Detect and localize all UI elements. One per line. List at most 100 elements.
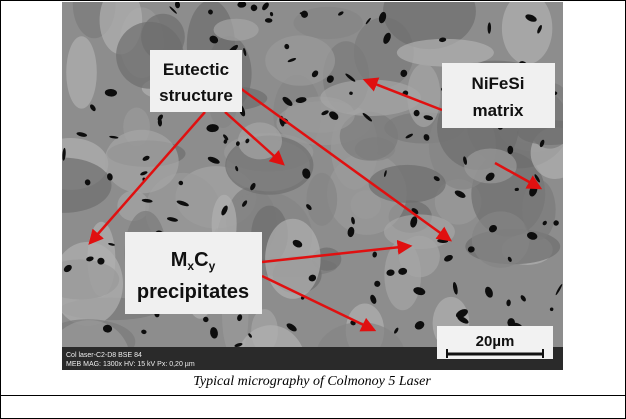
precipitate xyxy=(507,318,515,327)
formula-part: M xyxy=(171,249,188,271)
precipitate xyxy=(142,155,150,161)
arrow xyxy=(362,77,443,112)
precipitate xyxy=(378,11,387,24)
precipitate xyxy=(237,2,247,8)
precipitate xyxy=(242,200,248,207)
grain xyxy=(471,211,530,268)
precipitate xyxy=(362,112,373,122)
precipitate xyxy=(62,147,66,161)
label-text: NiFeSi xyxy=(472,74,525,93)
precipitate xyxy=(329,111,339,120)
precipitate xyxy=(102,324,113,333)
precipitate xyxy=(262,2,269,11)
precipitate xyxy=(394,327,399,334)
precipitate xyxy=(250,182,256,191)
precipitate xyxy=(433,176,440,182)
precipitate xyxy=(284,43,290,50)
precipitate xyxy=(347,226,355,238)
precipitate xyxy=(537,25,542,34)
precipitate xyxy=(507,145,514,155)
precipitate xyxy=(485,172,495,182)
precipitate xyxy=(175,2,181,9)
precipitate xyxy=(282,96,293,106)
grain xyxy=(434,179,482,225)
precipitate xyxy=(467,246,475,253)
precipitate xyxy=(287,57,297,63)
precipitate xyxy=(400,69,408,77)
grain xyxy=(293,6,363,40)
precipitate xyxy=(514,187,519,192)
label-text: Eutectic xyxy=(163,60,229,79)
precipitate xyxy=(250,4,258,12)
precipitate xyxy=(206,124,219,133)
scale-bar-label: 20µm xyxy=(476,333,515,350)
precipitate xyxy=(109,135,119,139)
precipitate xyxy=(413,287,426,296)
label-text: precipitates xyxy=(137,281,249,303)
precipitate xyxy=(208,9,213,15)
precipitate xyxy=(243,48,247,57)
precipitate xyxy=(141,198,153,203)
precipitate xyxy=(452,281,458,295)
formula-sub: y xyxy=(209,259,216,273)
precipitate xyxy=(372,251,377,258)
precipitate xyxy=(286,323,297,332)
precipitate xyxy=(549,307,554,312)
precipitate xyxy=(97,257,105,265)
precipitate xyxy=(311,70,319,78)
precipitate xyxy=(248,333,252,338)
precipitate xyxy=(107,173,113,181)
precipitate xyxy=(398,267,408,275)
precipitate xyxy=(506,299,511,307)
grain xyxy=(145,172,221,249)
label-formula: MxCy xyxy=(171,249,216,273)
label-text: matrix xyxy=(472,101,524,120)
grain xyxy=(66,36,97,109)
grain xyxy=(62,157,112,213)
precipitate xyxy=(365,17,371,25)
precipitate xyxy=(299,11,305,15)
precipitate xyxy=(308,274,317,282)
grain xyxy=(104,129,179,194)
formula-sub: x xyxy=(187,259,194,273)
precipitate xyxy=(84,179,91,186)
grain xyxy=(306,172,338,226)
label-text: structure xyxy=(159,86,233,105)
precipitate xyxy=(487,22,492,34)
precipitate xyxy=(264,18,273,23)
grain xyxy=(464,148,517,184)
precipitate xyxy=(423,115,434,121)
precipitate xyxy=(507,256,512,262)
arrow xyxy=(239,86,453,242)
precipitate xyxy=(454,190,466,198)
precipitate xyxy=(86,256,94,262)
precipitate xyxy=(269,11,274,17)
precipitate xyxy=(178,180,184,186)
formula-part: C xyxy=(194,249,208,271)
precipitate xyxy=(526,232,538,240)
precipitate xyxy=(169,6,177,14)
grain xyxy=(368,164,446,203)
precipitate xyxy=(485,286,493,298)
precipitate xyxy=(63,264,72,273)
arrows xyxy=(88,77,543,332)
label-box xyxy=(125,232,262,314)
precipitate xyxy=(209,35,219,44)
precipitate xyxy=(488,224,497,233)
precipitate xyxy=(444,255,453,262)
precipitate xyxy=(321,110,329,116)
precipitate xyxy=(235,141,240,146)
precipitate xyxy=(555,284,563,296)
info-line: MEB MAG: 1300x HV: 15 kV Px: 0,20 µm xyxy=(66,361,195,368)
precipitate xyxy=(306,204,312,210)
label-box xyxy=(442,63,555,128)
precipitate xyxy=(245,138,250,144)
precipitate xyxy=(383,32,391,44)
precipitate xyxy=(166,217,179,222)
precipitate xyxy=(457,315,469,324)
precipitate xyxy=(203,316,209,323)
precipitate xyxy=(405,133,413,139)
precipitate xyxy=(237,314,243,322)
precipitate xyxy=(410,216,418,228)
precipitate xyxy=(374,280,381,287)
